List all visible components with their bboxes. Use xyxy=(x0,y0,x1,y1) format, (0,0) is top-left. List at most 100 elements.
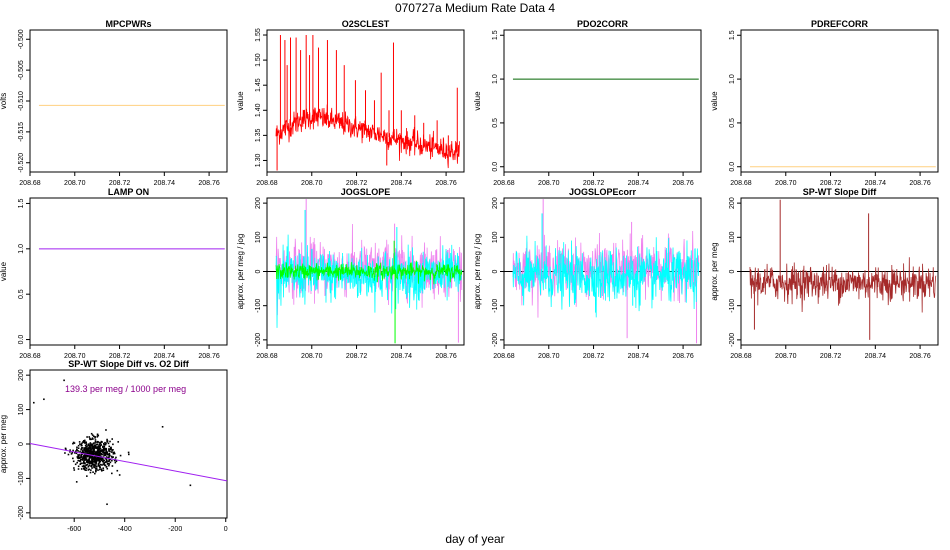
x-tick-label: 208.74 xyxy=(154,180,176,187)
scatter-point xyxy=(110,446,112,449)
y-tick-label: 100 xyxy=(492,231,499,243)
scatter-point xyxy=(77,468,80,470)
scatter-point xyxy=(79,450,81,453)
scatter-point xyxy=(115,456,117,459)
scatter-point xyxy=(84,444,87,447)
scatter-point xyxy=(84,442,86,444)
x-tick-label: 208.74 xyxy=(865,353,887,360)
x-tick-label: 208.70 xyxy=(301,353,323,360)
y-axis-label: approx. per meg / jog xyxy=(236,234,245,310)
scatter-point xyxy=(80,455,82,457)
scatter-point xyxy=(77,450,79,452)
chart-panel-7: JOGSLOPEcorr approx. per meg / jog 208.68 2… xyxy=(473,187,702,360)
x-tick-label: 208.76 xyxy=(909,180,931,187)
scatter-point xyxy=(100,441,103,443)
scatter-point xyxy=(86,460,88,463)
scatter-point xyxy=(85,450,88,452)
x-tick-label: 208.74 xyxy=(628,180,650,187)
scatter-point xyxy=(32,401,35,404)
scatter-point xyxy=(85,448,87,451)
scatter-point xyxy=(112,443,114,446)
y-tick-label: -100 xyxy=(18,471,25,485)
scatter-point xyxy=(73,452,76,454)
y-tick-label: -0.510 xyxy=(18,91,25,111)
scatter-point xyxy=(88,459,90,461)
scatter-point xyxy=(94,437,96,439)
x-tick-label: 0 xyxy=(224,526,228,533)
scatter-point xyxy=(105,448,108,450)
y-tick-label: -100 xyxy=(492,299,499,313)
scatter-point xyxy=(106,451,109,453)
scatter-point xyxy=(87,446,89,449)
scatter-point xyxy=(111,465,114,467)
scatter-point xyxy=(106,440,109,442)
scatter-point xyxy=(88,468,90,471)
scatter-point xyxy=(94,442,96,444)
chart-panel-8: SP-WT Slope Diff approx. per meg 208.68 208… xyxy=(710,187,939,360)
scatter-point xyxy=(88,455,91,457)
scatter-point xyxy=(91,460,94,462)
x-axis-label: day of year xyxy=(445,532,505,546)
scatter-point xyxy=(98,461,101,463)
plot-frame xyxy=(266,29,465,173)
scatter-point xyxy=(114,461,117,464)
scatter-point xyxy=(127,453,130,456)
x-tick-label: 208.74 xyxy=(391,180,413,187)
scatter-point xyxy=(94,446,97,448)
scatter-point xyxy=(115,460,118,463)
scatter-point xyxy=(105,442,107,445)
scatter-point xyxy=(94,440,97,443)
y-tick-label: -100 xyxy=(255,299,262,313)
scatter-point xyxy=(90,456,92,459)
scatter-point xyxy=(108,463,111,465)
scatter-point xyxy=(100,468,103,471)
scatter-point xyxy=(97,469,99,471)
scatter-point xyxy=(76,449,78,451)
scatter-point xyxy=(73,467,75,469)
scatter-point xyxy=(96,436,99,438)
scatter-point xyxy=(95,465,97,467)
scatter-point xyxy=(93,460,95,463)
scatter-point xyxy=(80,458,82,461)
scatter-point xyxy=(90,432,93,435)
x-tick-label: 208.70 xyxy=(64,353,86,360)
scatter-point xyxy=(81,465,84,468)
scatter-point xyxy=(85,467,88,470)
scatter-point xyxy=(102,453,104,456)
scatter-point xyxy=(103,462,106,465)
scatter-point xyxy=(91,458,94,460)
y-tick-label: 1.50 xyxy=(255,53,262,67)
scatter-point xyxy=(69,449,71,451)
panel-title: JOGSLOPE xyxy=(341,187,391,197)
x-tick-label: 208.76 xyxy=(198,353,220,360)
scatter-point xyxy=(83,464,85,467)
scatter-point xyxy=(99,456,102,459)
x-tick-label: 208.74 xyxy=(865,180,887,187)
y-tick-label: -100 xyxy=(729,299,736,313)
scatter-point xyxy=(96,465,98,468)
scatter-point xyxy=(95,469,97,471)
scatter-point xyxy=(90,453,92,455)
scatter-point xyxy=(84,466,87,468)
scatter-point xyxy=(77,457,79,459)
x-tick-label: 208.68 xyxy=(730,353,752,360)
scatter-point xyxy=(92,438,94,440)
y-tick-label: -0.500 xyxy=(18,29,25,49)
scatter-point xyxy=(91,467,93,469)
y-tick-label: -200 xyxy=(729,333,736,347)
x-tick-label: 208.68 xyxy=(493,353,515,360)
scatter-point xyxy=(104,461,107,464)
y-tick-label: 0.5 xyxy=(492,118,499,128)
scatter-point xyxy=(99,445,101,447)
scatter-point xyxy=(96,451,98,454)
x-tick-label: 208.68 xyxy=(256,353,278,360)
scatter-point xyxy=(93,450,95,453)
scatter-point xyxy=(82,455,85,457)
panel-title: SP-WT Slope Diff vs. O2 Diff xyxy=(68,359,190,369)
scatter-point xyxy=(98,458,101,460)
y-tick-label: 200 xyxy=(255,197,262,209)
chart-panel-1: MPCPWRs volts 208.68 208.70 208.72 208.74 208.… xyxy=(0,19,228,187)
scatter-point xyxy=(99,447,102,450)
scatter-point xyxy=(117,441,120,443)
